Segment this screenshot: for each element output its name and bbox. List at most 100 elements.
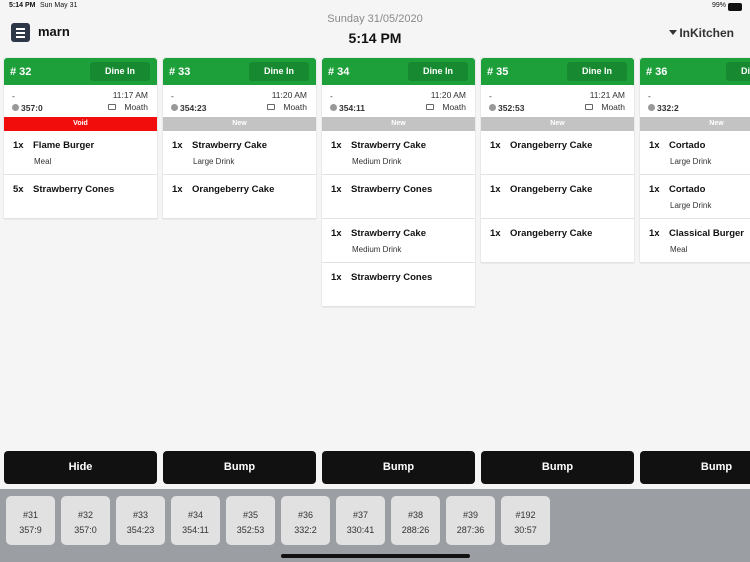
waiter-icon [585,104,593,110]
customer: - [489,91,492,101]
elapsed-timer: 354:11 [339,103,365,113]
tray-order[interactable]: #192 30:57 [501,496,550,545]
status-date: Sun May 31 [40,2,78,9]
order-action[interactable]: Bump [640,451,750,484]
station-selector[interactable]: InKitchen [669,26,734,40]
item-qty: 1x [331,228,342,239]
tray-order[interactable]: #31 357:9 [6,496,55,545]
brand: marn [38,24,70,39]
tray-number: #31 [22,510,39,520]
tray-number: #33 [132,510,149,520]
item-name: Strawberry Cake [192,140,267,151]
tray-timer: 354:11 [182,525,209,535]
tray-timer: 357:9 [19,525,42,535]
item-note: Meal [670,245,688,254]
item-qty: 1x [172,140,183,151]
order-status: New [322,117,475,131]
item-qty: 1x [13,140,24,151]
item-name: Orangeberry Cake [510,184,593,195]
order-action[interactable]: Bump [481,451,634,484]
item-name: Cortado [669,184,706,195]
tray-order[interactable]: #37 330:41 [336,496,385,545]
tray-order[interactable]: #39 287:36 [446,496,495,545]
item-qty: 1x [490,140,501,151]
order-info: - 11:20 AM 354:23 Moath [163,85,316,117]
item-qty: 1x [649,228,660,239]
order-header: # 35 Dine In [481,58,634,85]
item-note: Meal [34,157,52,166]
item-note: Large Drink [670,201,712,210]
order-card: # 34 Dine In - 11:20 AM 354:11 Moath New 1x Stra… [322,58,475,307]
order-item: 1x Orangeberry Cake [481,131,634,175]
order-header: # 33 Dine In [163,58,316,85]
order-header: # 34 Dine In [322,58,475,85]
elapsed-timer: 352:53 [498,103,525,113]
waiter: Moath [601,102,625,112]
order-time: 11:20 AM [271,90,307,100]
customer: - [330,91,333,101]
battery-icon [728,3,742,11]
tray-order[interactable]: #32 357:0 [61,496,110,545]
item-name: Orangeberry Cake [510,228,593,239]
order-card: # 33 Dine In - 11:20 AM 354:23 Moath New 1x Stra… [163,58,316,219]
waiter-icon [426,104,434,110]
order-header: # 36 Dine In [640,58,750,85]
item-name: Flame Burger [33,140,95,151]
order-status: Void [4,117,157,131]
item-qty: 5x [13,184,24,195]
order-info: - 11:17 AM 357:0 Moath [4,85,157,117]
order-item: 1x Strawberry Cake Large Drink [163,131,316,175]
order-item: 1x Orangeberry Cake [163,175,316,219]
elapsed-timer: 357:0 [21,103,43,113]
order-status: New [163,117,316,131]
order-item: 1x Orangeberry Cake [481,175,634,219]
tray-order[interactable]: #38 288:26 [391,496,440,545]
tray-timer: 288:26 [401,525,430,535]
waiter-icon [108,104,116,110]
item-name: Orangeberry Cake [510,140,593,151]
battery-level: 99% [711,2,726,9]
item-qty: 1x [331,184,342,195]
tray-number: #35 [242,510,259,520]
item-qty: 1x [490,184,501,195]
item-name: Strawberry Cones [351,272,433,283]
order-item: 1x Orangeberry Cake [481,219,634,263]
order-item: 1x Classical Burger Meal [640,219,750,263]
order-item: 1x Strawberry Cake Medium Drink [322,131,475,175]
item-qty: 1x [331,272,342,283]
item-qty: 1x [172,184,183,195]
order-action[interactable]: Bump [322,451,475,484]
tray-number: #36 [297,510,314,520]
tray-timer: 287:36 [456,525,485,535]
tray-order[interactable]: #35 352:53 [226,496,275,545]
tray-order[interactable]: #34 354:11 [171,496,220,545]
header-time: 5:14 PM [348,30,402,46]
tray-order[interactable]: #36 332:2 [281,496,330,545]
order-number: # 36 [646,66,668,78]
tray-order[interactable]: #33 354:23 [116,496,165,545]
item-note: Medium Drink [352,245,402,254]
order-item: 1x Flame Burger Meal [4,131,157,175]
waiter: Moath [442,102,466,112]
item-name: Strawberry Cake [351,228,426,239]
order-action[interactable]: Bump [163,451,316,484]
waiter-icon [267,104,275,110]
tray-timer: 30:57 [514,525,537,535]
header-date: Sunday 31/05/2020 [327,13,423,25]
order-number: # 32 [10,66,32,78]
waiter: Moath [124,102,148,112]
tray-number: #37 [352,510,369,520]
order-header: # 32 Dine In [4,58,157,85]
order-action[interactable]: Hide [4,451,157,484]
order-item: 5x Strawberry Cones [4,175,157,219]
status-time: 5:14 PM [9,2,36,9]
customer: - [648,91,651,101]
order-item: 1x Strawberry Cake Medium Drink [322,219,475,263]
order-number: # 33 [169,66,191,78]
menu-button[interactable] [11,23,30,42]
tray-number: #32 [77,510,94,520]
order-status: New [640,117,750,131]
timer-icon [12,104,19,111]
